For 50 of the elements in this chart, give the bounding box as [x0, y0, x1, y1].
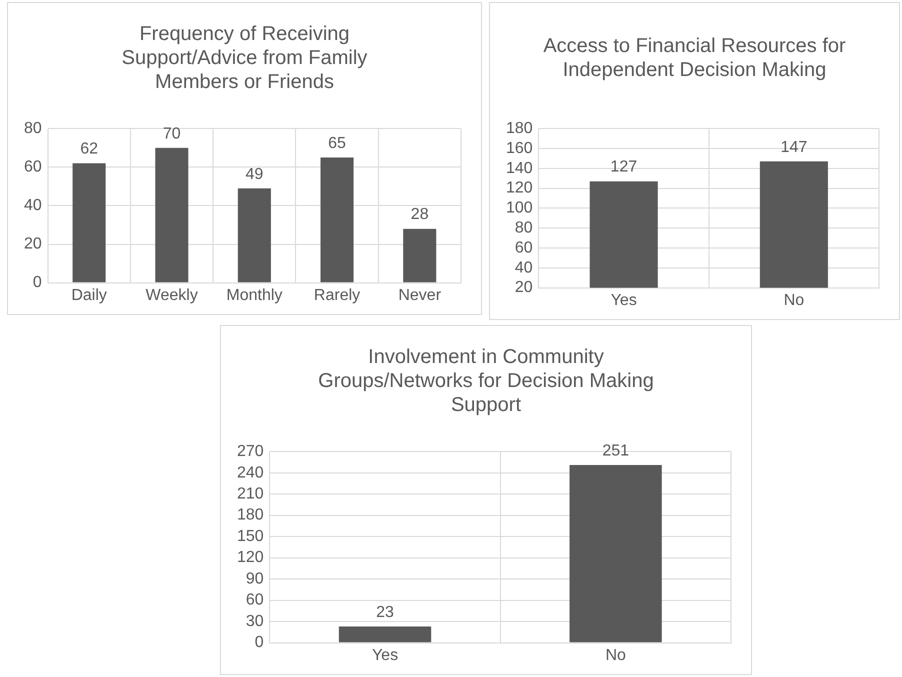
data-label: 147: [780, 138, 808, 156]
bar: [320, 158, 354, 282]
data-label: 65: [328, 134, 346, 152]
y-tick-label: 80: [514, 220, 533, 237]
x-tick-label: Monthly: [226, 286, 282, 304]
data-label: 23: [376, 604, 394, 621]
x-tick-label: Daily: [71, 286, 107, 304]
y-tick-label: 30: [246, 612, 264, 630]
data-label: 62: [80, 140, 98, 158]
y-tick-label: 120: [236, 549, 264, 566]
x-tick-label: Yes: [372, 646, 398, 664]
y-tick-label: 60: [24, 158, 42, 176]
y-tick-label: 120: [506, 180, 533, 197]
y-tick-label: 180: [506, 120, 533, 138]
x-tick-label: Rarely: [314, 286, 360, 304]
y-tick-label: 210: [236, 485, 264, 502]
x-tick-label: No: [605, 646, 626, 664]
y-tick-label: 20: [24, 236, 42, 253]
x-tick-label: No: [784, 292, 804, 309]
y-tick-label: 40: [24, 197, 42, 214]
data-label: 28: [410, 206, 429, 224]
x-tick-label: Weekly: [146, 286, 198, 304]
bar: [155, 148, 188, 282]
chart-title: Access to Financial Resources for Independent Decision Making: [542, 34, 847, 82]
x-tick-label: Yes: [610, 292, 637, 309]
y-tick-label: 180: [236, 506, 264, 524]
y-tick-label: 40: [514, 259, 533, 276]
y-tick-label: 60: [246, 592, 264, 609]
y-tick-label: 240: [236, 464, 264, 482]
y-tick-label: 160: [506, 140, 533, 157]
chart-title: Involvement in Community Groups/Networks for Decision Making Support: [317, 345, 655, 417]
y-tick-label: 150: [236, 528, 264, 545]
data-label: 127: [610, 158, 638, 176]
data-label: 49: [246, 166, 264, 183]
y-tick-label: 20: [514, 279, 533, 296]
y-tick-label: 100: [506, 200, 533, 217]
bar: [72, 163, 106, 282]
y-tick-label: 140: [506, 160, 533, 177]
bar: [238, 188, 271, 282]
data-label: 251: [602, 442, 630, 460]
x-tick-label: Never: [398, 286, 442, 304]
y-tick-label: 90: [246, 570, 264, 588]
chart-title: Frequency of Receiving Support/Advice from Family Members or Friends: [120, 22, 368, 94]
y-tick-label: 0: [32, 274, 42, 292]
y-tick-label: 270: [236, 443, 264, 460]
bar: [403, 228, 436, 282]
y-tick-label: 0: [254, 634, 264, 652]
data-label: 70: [162, 125, 181, 142]
y-tick-label: 80: [24, 120, 42, 138]
y-tick-label: 60: [514, 239, 533, 256]
